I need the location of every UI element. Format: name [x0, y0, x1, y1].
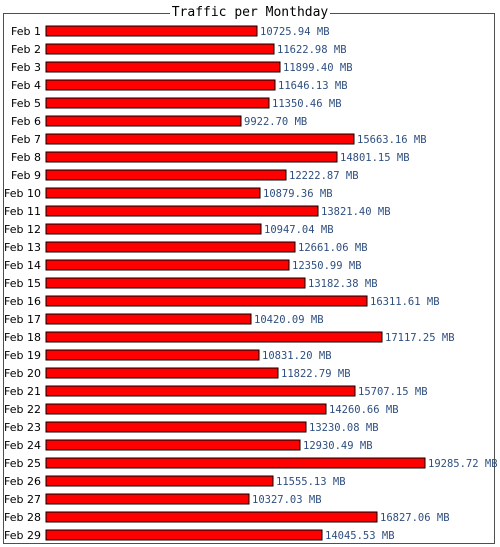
bar	[45, 457, 426, 469]
value-label: 11899.40 MB	[283, 62, 353, 74]
category-label: Feb 14	[4, 259, 41, 272]
value-label: 10420.09 MB	[254, 314, 324, 326]
category-label: Feb 16	[4, 295, 41, 308]
bar	[45, 439, 301, 451]
chart-title-wrap: Traffic per Monthday	[0, 4, 500, 22]
category-label: Feb 3	[11, 61, 41, 74]
category-label: Feb 26	[4, 475, 41, 488]
bar	[45, 277, 306, 289]
bar	[45, 349, 260, 361]
category-label: Feb 6	[11, 115, 41, 128]
category-label: Feb 8	[11, 151, 41, 164]
bar	[45, 259, 290, 271]
value-label: 12661.06 MB	[298, 242, 368, 254]
value-label: 11555.13 MB	[276, 476, 346, 488]
value-label: 17117.25 MB	[385, 332, 455, 344]
value-label: 11350.46 MB	[272, 98, 342, 110]
value-label: 13821.40 MB	[321, 206, 391, 218]
bar	[45, 133, 355, 145]
value-label: 12350.99 MB	[292, 260, 362, 272]
bar	[45, 79, 276, 91]
bar	[45, 43, 275, 55]
bar	[45, 295, 368, 307]
value-label: 10831.20 MB	[262, 350, 332, 362]
value-label: 12222.87 MB	[289, 170, 359, 182]
category-label: Feb 19	[4, 349, 41, 362]
value-label: 14260.66 MB	[329, 404, 399, 416]
value-label: 11822.79 MB	[281, 368, 351, 380]
bar	[45, 97, 270, 109]
bar	[45, 385, 356, 397]
bar	[45, 25, 258, 37]
value-label: 16311.61 MB	[370, 296, 440, 308]
category-label: Feb 29	[4, 529, 41, 542]
bar	[45, 169, 287, 181]
bar	[45, 313, 252, 325]
category-label: Feb 21	[4, 385, 41, 398]
bar	[45, 151, 338, 163]
value-label: 9922.70 MB	[244, 116, 307, 128]
bar	[45, 529, 323, 541]
bar	[45, 61, 281, 73]
category-label: Feb 12	[4, 223, 41, 236]
bar	[45, 205, 319, 217]
value-label: 14801.15 MB	[340, 152, 410, 164]
value-label: 12930.49 MB	[303, 440, 373, 452]
category-label: Feb 7	[11, 133, 41, 146]
value-label: 19285.72 MB	[428, 458, 498, 470]
value-label: 11622.98 MB	[277, 44, 347, 56]
category-label: Feb 2	[11, 43, 41, 56]
category-label: Feb 1	[11, 25, 41, 38]
bar	[45, 187, 261, 199]
category-label: Feb 15	[4, 277, 41, 290]
category-label: Feb 23	[4, 421, 41, 434]
category-label: Feb 24	[4, 439, 41, 452]
category-label: Feb 10	[4, 187, 41, 200]
category-label: Feb 28	[4, 511, 41, 524]
value-label: 15707.15 MB	[358, 386, 428, 398]
category-label: Feb 9	[11, 169, 41, 182]
bar	[45, 223, 262, 235]
category-label: Feb 5	[11, 97, 41, 110]
value-label: 14045.53 MB	[325, 530, 395, 542]
category-label: Feb 17	[4, 313, 41, 326]
category-label: Feb 11	[4, 205, 41, 218]
category-label: Feb 22	[4, 403, 41, 416]
category-label: Feb 18	[4, 331, 41, 344]
value-label: 10327.03 MB	[252, 494, 322, 506]
value-label: 13182.38 MB	[308, 278, 378, 290]
bar	[45, 511, 378, 523]
value-label: 16827.06 MB	[380, 512, 450, 524]
category-label: Feb 13	[4, 241, 41, 254]
value-label: 10725.94 MB	[260, 26, 330, 38]
category-label: Feb 27	[4, 493, 41, 506]
bar	[45, 241, 296, 253]
category-label: Feb 20	[4, 367, 41, 380]
bar	[45, 331, 383, 343]
value-label: 10879.36 MB	[263, 188, 333, 200]
value-label: 11646.13 MB	[278, 80, 348, 92]
bar	[45, 115, 242, 127]
bar	[45, 367, 279, 379]
category-label: Feb 4	[11, 79, 41, 92]
value-label: 10947.04 MB	[264, 224, 334, 236]
bar	[45, 475, 274, 487]
category-label: Feb 25	[4, 457, 41, 470]
bar	[45, 403, 327, 415]
value-label: 15663.16 MB	[357, 134, 427, 146]
chart-title: Traffic per Monthday	[169, 5, 331, 20]
value-label: 13230.08 MB	[309, 422, 379, 434]
bar	[45, 493, 250, 505]
bar	[45, 421, 307, 433]
